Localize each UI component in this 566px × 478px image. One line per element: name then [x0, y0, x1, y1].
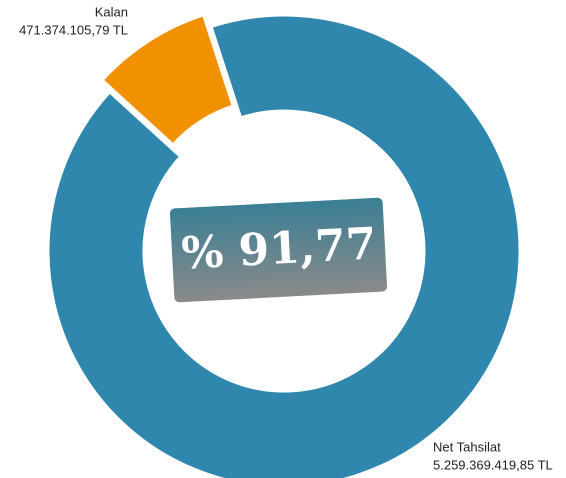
slice — [99, 12, 236, 147]
badge-box — [169, 197, 388, 303]
slice-value-label: 5.259.369.419,85 TL — [433, 457, 553, 472]
slice-value-label: 471.374.105,79 TL — [19, 22, 128, 37]
center-label: % 91,77 — [180, 218, 377, 279]
center-badge: % 91,77 — [169, 197, 388, 303]
slice-name: Net Tahsilat — [433, 439, 501, 454]
slices — [46, 12, 522, 478]
slice — [46, 13, 522, 478]
slice-name: Kalan — [95, 4, 128, 19]
